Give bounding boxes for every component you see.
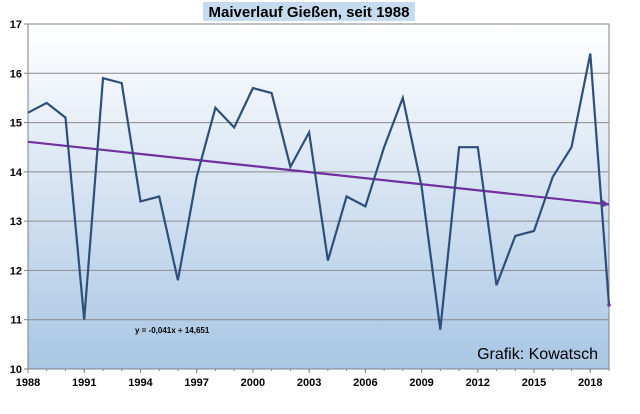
trend-line [27, 140, 610, 206]
x-tick-label: 2009 [409, 377, 433, 389]
trend-arrowhead [601, 199, 609, 208]
y-tick-label: 17 [10, 19, 22, 31]
y-tick-label: 13 [10, 216, 22, 228]
y-tick-label: 15 [10, 118, 22, 130]
y-tick-label: 16 [10, 68, 22, 80]
y-tick-label: 14 [10, 167, 23, 179]
y-tick-label: 11 [10, 315, 22, 327]
x-tick-label: 1994 [128, 377, 153, 389]
x-tick-label: 1997 [184, 377, 208, 389]
x-tick-label: 2000 [241, 377, 265, 389]
x-tick-label: 2012 [466, 377, 490, 389]
x-tick-label: 2003 [297, 377, 321, 389]
y-tick-label: 12 [10, 265, 22, 277]
chart-title: Maiverlauf Gießen, seit 1988 [209, 4, 410, 21]
x-tick-label: 2015 [522, 377, 546, 389]
title-background [203, 2, 415, 21]
credit-label: Grafik: Kowatsch [477, 346, 598, 363]
x-tick-label: 2006 [353, 377, 377, 389]
data-point [607, 303, 611, 307]
grid-lines [28, 72, 609, 321]
series-line [27, 53, 611, 330]
x-tick-label: 2018 [578, 377, 602, 389]
trendline-equation: y = -0,041x + 14,651 [135, 326, 210, 335]
series-layer [27, 53, 611, 330]
axes: 10 11 12 13 14 15 16 17 1988 1991 1994 1997 2000 2003… [10, 19, 610, 389]
y-tick-label: 10 [10, 364, 22, 376]
trend-layer [27, 140, 610, 208]
x-tick-label: 1991 [72, 377, 96, 389]
x-tick-label: 1988 [16, 377, 40, 389]
